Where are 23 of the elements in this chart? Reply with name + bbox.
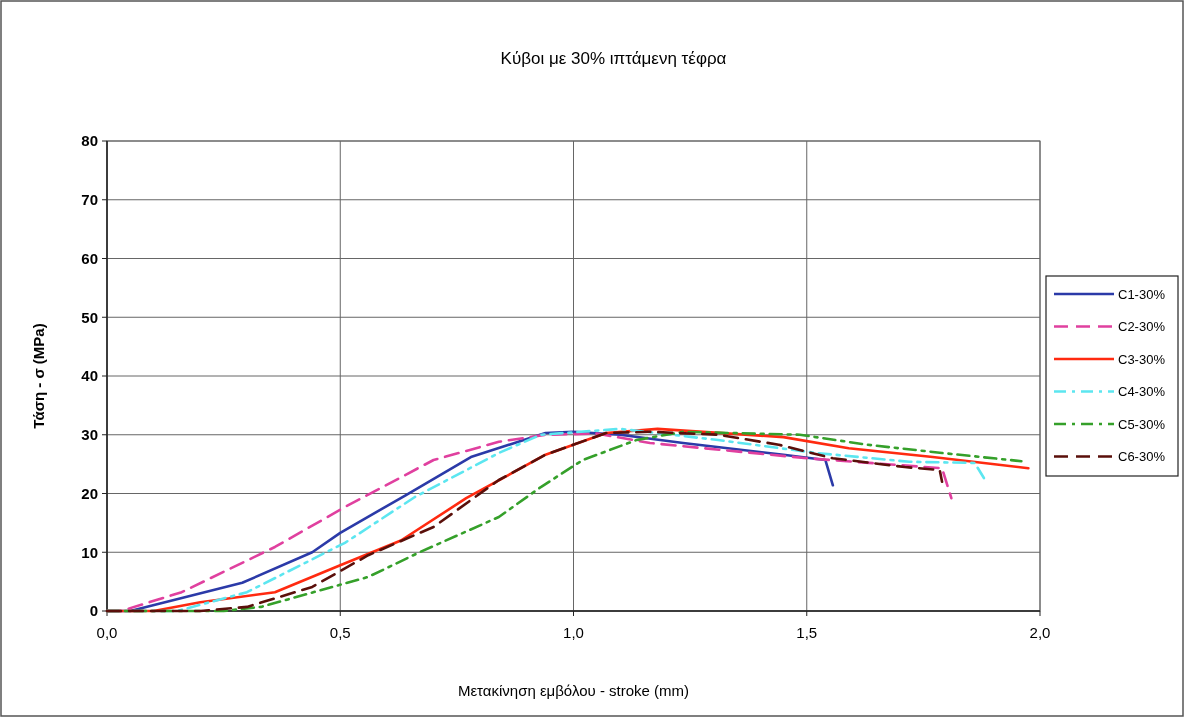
x-tick-label: 1,5 (796, 624, 818, 641)
y-tick-label: 20 (81, 484, 98, 502)
legend-label: C3-30% (1118, 351, 1166, 367)
legend-label: C2-30% (1118, 319, 1166, 335)
legend-label: C4-30% (1118, 384, 1166, 400)
x-tick-label: 1,0 (563, 624, 584, 641)
y-tick-label: 70 (81, 191, 98, 208)
x-axis-title: Μετακίνηση εμβόλου - stroke (mm) (457, 682, 690, 699)
legend-label: C5-30% (1118, 416, 1166, 432)
y-tick-label: 60 (81, 249, 98, 267)
x-tick-label: 0,0 (96, 624, 118, 641)
x-tick-label: 2,0 (1029, 624, 1051, 641)
y-tick-label: 40 (81, 367, 98, 385)
x-tick-label: 0,5 (329, 624, 351, 641)
chart-title: Κύβοι με 30% ιπτάμενη τέφρα (500, 49, 727, 68)
y-tick-label: 10 (81, 543, 98, 561)
y-tick-label: 50 (81, 308, 98, 326)
y-tick-label: 0 (89, 602, 98, 620)
legend-label: C6-30% (1118, 449, 1166, 465)
legend-label: C1-30% (1118, 286, 1166, 302)
y-tick-label: 80 (81, 132, 98, 150)
y-tick-label: 30 (81, 426, 98, 443)
y-axis-title: Τάση - σ (MPa) (30, 323, 47, 429)
